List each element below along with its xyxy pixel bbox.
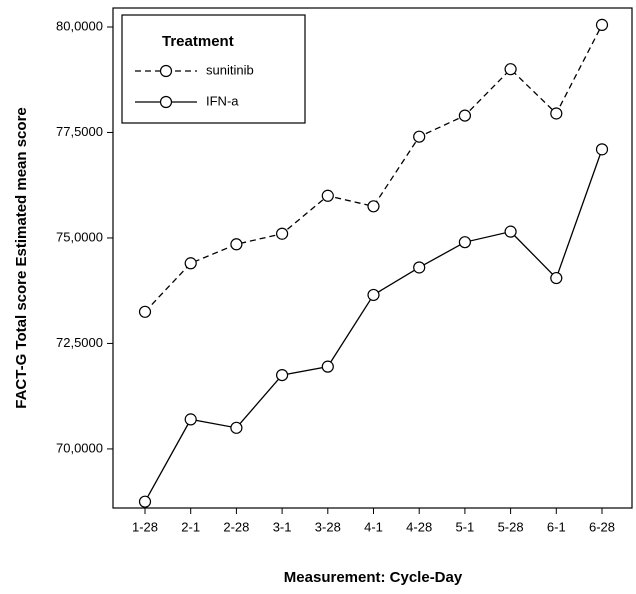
legend-box (121, 14, 306, 124)
x-tick-label: 5-1 (456, 519, 475, 534)
point (230, 238, 243, 251)
legend-title: Treatment (162, 33, 234, 50)
point (230, 421, 243, 434)
point (184, 257, 197, 270)
x-tick-label: 2-1 (181, 519, 200, 534)
x-tick-label: 1-28 (132, 519, 158, 534)
x-tick-label: 3-28 (315, 519, 341, 534)
point (458, 109, 471, 122)
y-tick-label: 75,0000 (56, 229, 103, 244)
point (550, 107, 563, 120)
point (458, 236, 471, 249)
point (321, 189, 334, 202)
legend-label: IFN-a (206, 93, 239, 108)
x-axis-title: Measurement: Cycle-Day (284, 569, 463, 586)
y-tick-label: 80,0000 (56, 18, 103, 33)
point (367, 200, 380, 213)
point (504, 225, 517, 238)
x-tick-label: 6-28 (589, 519, 615, 534)
point (413, 261, 426, 274)
y-tick-label: 70,0000 (56, 440, 103, 455)
point (595, 18, 609, 31)
x-tick-label: 4-1 (364, 519, 383, 534)
point (276, 368, 289, 382)
point (367, 288, 380, 302)
y-tick-label: 77,5000 (56, 124, 103, 139)
y-tick-label: 72,5000 (56, 335, 103, 350)
legend-marker (159, 64, 173, 78)
point (321, 360, 334, 373)
point (550, 271, 563, 285)
legend-marker (159, 95, 173, 109)
y-axis-title: FACT-G Total score Estimated mean score (13, 107, 30, 408)
x-tick-label: 6-1 (547, 519, 566, 534)
point (595, 143, 609, 156)
point (184, 413, 197, 426)
point (138, 495, 152, 508)
legend-label: sunitinib (206, 62, 254, 77)
plot-frame (112, 7, 633, 509)
point (138, 305, 152, 318)
point (413, 130, 426, 143)
x-tick-label: 3-1 (273, 519, 292, 534)
point (504, 63, 517, 76)
point (276, 227, 289, 240)
x-tick-label: 5-28 (498, 519, 524, 534)
x-tick-label: 4-28 (406, 519, 432, 534)
x-tick-label: 2-28 (223, 519, 249, 534)
